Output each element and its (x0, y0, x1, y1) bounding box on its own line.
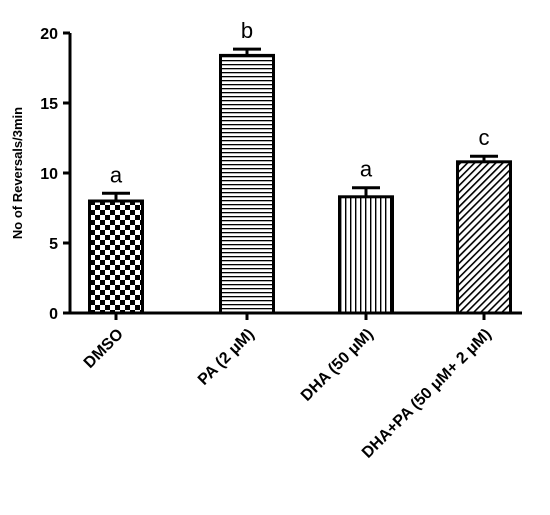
x-tick-label-0: DMSO (81, 326, 127, 372)
bar-1 (219, 53, 275, 315)
significance-label-3: c (479, 125, 490, 150)
x-tick-label-2: DHA (50 μM) (298, 326, 377, 405)
bar-3 (456, 160, 512, 315)
y-tick-label-0: 0 (49, 306, 58, 323)
significance-label-0: a (110, 162, 123, 187)
x-tick-label-3: DHA+PA (50 μM+ 2 μM) (359, 326, 495, 462)
significance-label-2: a (360, 157, 373, 182)
y-tick-label-4: 20 (40, 26, 58, 43)
y-tick-label-3: 15 (40, 96, 58, 113)
significance-label-1: b (241, 18, 253, 43)
x-tick-label-1: PA (2 μM) (195, 326, 258, 389)
y-tick-label-2: 10 (40, 166, 58, 183)
bar-0 (88, 199, 144, 315)
y-axis-label: No of Reversals/3min (10, 107, 25, 239)
y-tick-label-1: 5 (49, 236, 58, 253)
bar-2 (338, 195, 394, 315)
bars-layer: a b a c (88, 18, 512, 315)
